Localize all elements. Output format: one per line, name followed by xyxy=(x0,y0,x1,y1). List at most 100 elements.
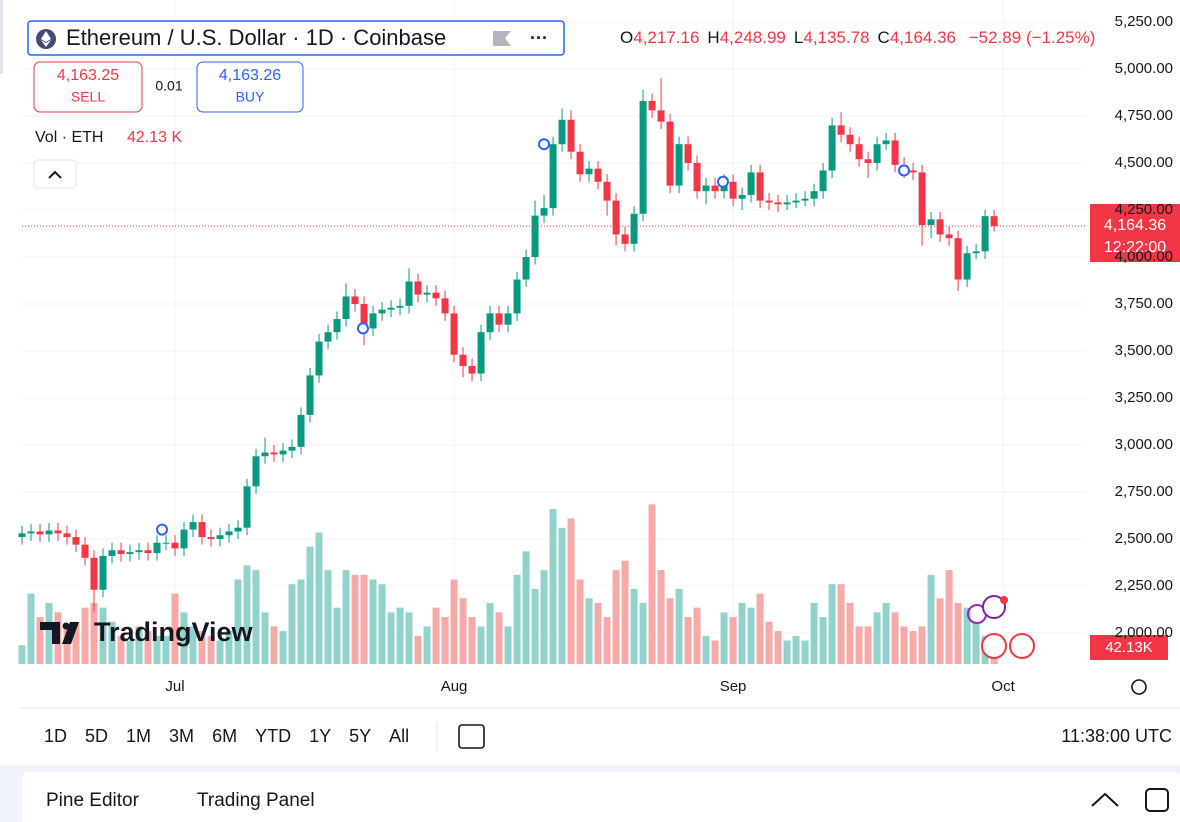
range-button[interactable]: 1M xyxy=(126,726,151,746)
volume-bar xyxy=(603,617,611,664)
plot xyxy=(18,0,1085,664)
volume-bar xyxy=(882,602,890,664)
volume-bar xyxy=(936,598,944,664)
candle-body xyxy=(882,140,890,145)
range-button[interactable]: 1D xyxy=(44,726,67,746)
candle-body xyxy=(513,279,521,314)
candle-body xyxy=(27,531,35,534)
candle-body xyxy=(225,531,233,536)
sell-button[interactable] xyxy=(33,61,143,113)
volume-bar xyxy=(927,574,935,664)
collapse-button[interactable] xyxy=(33,159,77,189)
volume-bar xyxy=(243,565,251,664)
volume-bar xyxy=(315,532,323,664)
candle-body xyxy=(531,215,539,257)
volume-bar xyxy=(549,509,557,664)
candle-body xyxy=(540,208,548,216)
change: −52.89 (−1.25%) xyxy=(969,28,1096,47)
panel-tab[interactable]: Pine Editor xyxy=(46,790,140,811)
clock[interactable]: 11:38:00 UTC xyxy=(1061,726,1172,746)
volume-bar xyxy=(945,570,953,664)
candle-body xyxy=(81,544,89,558)
y-tick-label: 3,750.00 xyxy=(1115,295,1173,312)
buy-price: 4,163.26 xyxy=(219,67,281,84)
flag-event[interactable] xyxy=(981,633,1007,659)
volume-bar xyxy=(513,574,521,664)
volume-bar xyxy=(675,588,683,664)
buy-button[interactable] xyxy=(196,61,304,113)
panel-tab[interactable]: Trading Panel xyxy=(197,790,315,811)
flag-icon[interactable] xyxy=(493,31,511,46)
candle-body xyxy=(729,181,737,199)
candle-body xyxy=(828,125,836,171)
symbol-box[interactable] xyxy=(27,20,565,56)
candle-body xyxy=(855,144,863,160)
more-icon[interactable]: ··· xyxy=(530,28,548,48)
y-tick-label: 2,000.00 xyxy=(1115,624,1173,641)
volume-bar xyxy=(234,579,242,664)
candle-body xyxy=(180,529,188,549)
volume-bar xyxy=(702,635,710,664)
volume-bar xyxy=(405,612,413,664)
candle-body xyxy=(63,533,71,538)
x-tick-label: Aug xyxy=(441,678,468,695)
candle-body xyxy=(774,202,782,205)
flag-event[interactable] xyxy=(1009,633,1035,659)
candle-body xyxy=(315,341,323,376)
range-button[interactable]: 5Y xyxy=(349,726,371,746)
volume-bar xyxy=(108,621,116,664)
candle-body xyxy=(495,313,503,325)
volume-bar xyxy=(567,518,575,664)
candle-body xyxy=(414,281,422,295)
logo-text: TradingView xyxy=(94,617,254,647)
panel-maximize[interactable] xyxy=(1145,788,1169,812)
candle-body xyxy=(711,185,719,192)
candle-body xyxy=(189,522,197,530)
range-button[interactable]: YTD xyxy=(255,726,291,746)
range-button[interactable]: 3M xyxy=(169,726,194,746)
event-icon[interactable] xyxy=(982,595,1006,619)
range-button[interactable]: 1Y xyxy=(309,726,331,746)
candle-body xyxy=(972,251,980,254)
volume-bar xyxy=(342,570,350,664)
ohlc-value: 4,248.99 xyxy=(720,28,786,47)
panel-expand[interactable] xyxy=(1091,792,1119,807)
candle-body xyxy=(468,366,476,374)
volume-bar xyxy=(504,626,512,664)
settings-icon[interactable] xyxy=(1131,679,1147,695)
range-button[interactable]: 5D xyxy=(85,726,108,746)
candle-body xyxy=(198,522,206,538)
candle-body xyxy=(117,550,125,555)
y-tick-label: 3,250.00 xyxy=(1115,389,1173,406)
range-button[interactable]: All xyxy=(389,726,409,746)
volume-bar xyxy=(828,584,836,664)
countdown: 12:22:00 xyxy=(1104,239,1166,256)
volume-bar xyxy=(153,635,161,664)
volume-bar xyxy=(486,602,494,664)
volume-bar xyxy=(819,617,827,664)
volume-bar xyxy=(972,621,980,664)
candle-body xyxy=(36,531,44,535)
y-tick-label: 4,000.00 xyxy=(1115,248,1173,265)
volume-bar xyxy=(531,588,539,664)
volume-bar xyxy=(756,593,764,664)
volume-bar xyxy=(450,579,458,664)
volume-bar xyxy=(63,626,71,664)
volume-bar xyxy=(594,602,602,664)
y-tick-label: 2,500.00 xyxy=(1115,530,1173,547)
volume-bar xyxy=(693,607,701,664)
y-tick-label: 3,000.00 xyxy=(1115,436,1173,453)
range-button[interactable]: 6M xyxy=(212,726,237,746)
volume-bar xyxy=(783,640,791,664)
candle-body xyxy=(306,375,314,415)
candle-body xyxy=(909,170,917,173)
candle-body xyxy=(594,168,602,182)
candle-body xyxy=(567,119,575,152)
date-range-icon[interactable] xyxy=(458,724,485,749)
candle-body xyxy=(756,172,764,201)
candle-body xyxy=(603,181,611,201)
candle-body xyxy=(243,486,251,528)
candle-body xyxy=(837,125,845,135)
volume-bar xyxy=(873,612,881,664)
candle-body xyxy=(369,313,377,329)
